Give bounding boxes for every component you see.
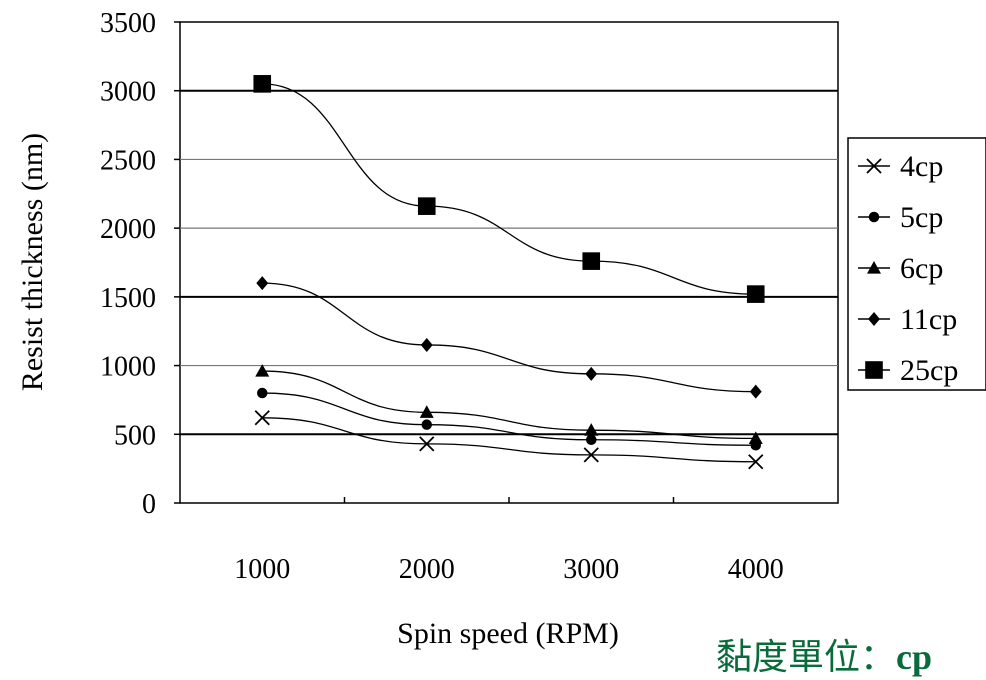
series-25cp [253,75,765,303]
square-marker [253,75,272,93]
legend-box [847,137,986,391]
triangle-marker [419,405,434,418]
y-tick-label: 3000 [100,77,156,108]
plot-area [179,21,839,504]
y-tick-label: 2500 [100,145,156,176]
series-layer [253,75,765,470]
triangle-marker [748,431,763,445]
diamond-marker [256,276,269,291]
series-line [262,370,756,440]
triangle-marker [584,423,599,436]
legend-item: 6cp [858,252,943,285]
x-tick-label: 1000 [234,554,290,585]
circle-marker [257,387,268,399]
x-marker [866,158,882,174]
legend-label: 11cp [900,303,957,336]
y-axis-title: Resist thickness (nm) [16,133,49,391]
viscosity-unit-value: cp [896,637,933,677]
x-marker [419,436,435,452]
viscosity-unit-label: 黏度單位： [716,637,897,678]
triangle-marker [255,364,270,377]
x-marker [254,410,270,426]
legend: 4cp 5cp 6cp 11cp 25cp [847,137,986,391]
diamond-marker [749,384,762,399]
x-axis-title: Spin speed (RPM) [397,617,619,650]
y-tick-label: 500 [114,420,156,451]
series-6cp [255,364,763,445]
gridlines [174,21,838,504]
diamond-marker [868,312,880,326]
square-marker [417,197,436,215]
legend-label: 4cp [900,150,943,183]
series-line [262,83,756,295]
y-tick-label: 1500 [100,283,156,314]
series-line [262,417,756,463]
diamond-marker [420,337,433,352]
circle-marker [586,434,597,446]
legend-label: 5cp [900,201,943,234]
square-marker [865,361,883,379]
series-line [262,282,756,393]
x-tick-label: 2000 [399,554,455,585]
series-line [262,392,756,446]
viscosity-unit-note: 黏度單位：cp [716,628,932,680]
x-tick-label: 3000 [563,554,619,585]
legend-label: 6cp [900,252,943,285]
legend-label: 25cp [900,354,958,387]
x-tick-labels: 1000 2000 3000 4000 [234,554,784,585]
triangle-marker [867,261,881,274]
y-tick-label: 0 [142,489,156,520]
x-tick-label: 4000 [728,554,784,585]
diamond-marker [585,366,598,381]
legend-item: 4cp [858,150,943,183]
legend-item: 5cp [858,201,943,234]
series-4cp [254,410,764,470]
legend-item: 25cp [858,354,958,387]
square-marker [582,252,601,270]
circle-marker [868,211,880,223]
x-marker [748,454,764,470]
circle-marker [421,419,432,430]
y-tick-label: 1000 [100,352,156,383]
square-marker [746,285,765,303]
x-marker [583,447,599,463]
y-tick-labels: 0 500 1000 1500 2000 2500 3000 3500 [100,8,156,520]
legend-item: 11cp [858,303,957,336]
series-11cp [256,276,762,399]
y-tick-label: 2000 [100,214,156,245]
y-tick-label: 3500 [100,8,156,39]
